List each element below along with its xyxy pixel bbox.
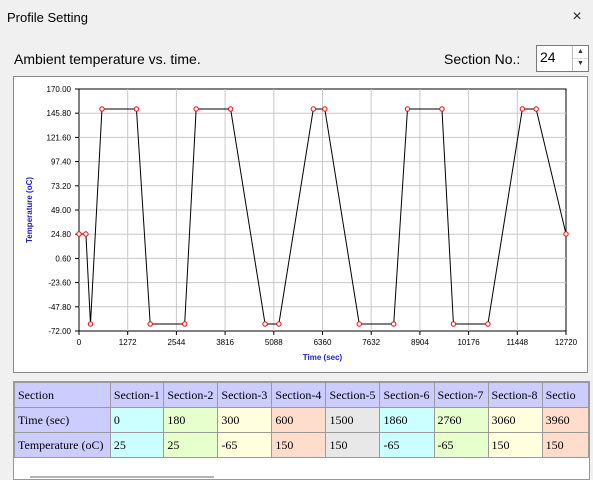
table-cell[interactable]: 150 xyxy=(487,432,543,458)
table-header-cell: Section-7 xyxy=(433,382,489,408)
data-point xyxy=(519,106,526,112)
table-cell[interactable]: -65 xyxy=(379,432,435,458)
data-point xyxy=(76,231,82,237)
section-number-label: Section No.: xyxy=(444,51,521,67)
spinner-arrows: ▲ ▼ xyxy=(572,46,588,71)
data-point xyxy=(310,106,317,112)
table-cell[interactable]: 25 xyxy=(109,432,165,458)
table-cell[interactable]: 1500 xyxy=(325,407,381,433)
data-point xyxy=(83,231,89,237)
table-cell[interactable]: 1860 xyxy=(379,407,435,433)
chart-panel: 0 1272 2544 3816 5088 6360 7632 8904 10176 11448 1… xyxy=(13,76,588,373)
y-tick-label: 145.80 xyxy=(47,109,72,118)
x-tick-label: 10176 xyxy=(457,338,480,347)
table-cell[interactable]: 300 xyxy=(217,407,273,433)
table-row: Time (sec) 0 180 300 600 1500 1860 2760 … xyxy=(14,407,589,433)
x-tick-label: 8904 xyxy=(411,338,429,347)
x-tick-label: 2544 xyxy=(168,338,186,347)
table-cell[interactable]: 2760 xyxy=(433,407,489,433)
section-table-container: Section Section-1 Section-2 Section-3 Se… xyxy=(13,381,590,480)
y-tick-label: -47.80 xyxy=(48,303,71,312)
data-point xyxy=(439,106,445,112)
data-point xyxy=(533,106,539,112)
table-cell[interactable]: 0 xyxy=(109,407,165,433)
data-point xyxy=(227,106,234,112)
y-tick-label: -23.60 xyxy=(48,279,71,288)
table-cell[interactable]: 150 xyxy=(325,432,381,458)
table-header-cell: Section-6 xyxy=(379,382,435,408)
x-tick-label: 7632 xyxy=(362,338,380,347)
table-header-row: Section Section-1 Section-2 Section-3 Se… xyxy=(14,382,589,408)
table-header-cell: Section-3 xyxy=(217,382,273,408)
window-title: Profile Setting xyxy=(7,10,88,25)
data-point xyxy=(87,321,94,327)
y-tick-label: 24.80 xyxy=(51,230,72,239)
data-point xyxy=(322,106,328,112)
data-point xyxy=(356,321,362,327)
y-axis-label: Temperature (oC) xyxy=(25,177,34,243)
y-tick-label: 121.60 xyxy=(47,133,72,142)
y-tick-label: 97.40 xyxy=(51,158,72,167)
table-header-cell: Section-1 xyxy=(109,382,165,408)
table-cell[interactable]: 150 xyxy=(271,432,327,458)
y-tick-label: 0.60 xyxy=(55,254,71,263)
table-header-cell: Section-8 xyxy=(487,382,543,408)
y-tick-label: 73.20 xyxy=(51,182,72,191)
series-line xyxy=(79,108,567,325)
x-tick-label: 6360 xyxy=(314,338,332,347)
x-tick-label: 12720 xyxy=(555,338,578,347)
table-header-cell: Section-5 xyxy=(325,382,381,408)
x-axis-label: Time (sec) xyxy=(303,353,343,362)
data-point xyxy=(147,321,153,327)
table-header-cell: Section-2 xyxy=(163,382,219,408)
close-icon[interactable]: × xyxy=(572,8,582,25)
data-point xyxy=(99,106,105,112)
data-point xyxy=(262,321,268,327)
horizontal-scrollbar[interactable] xyxy=(30,476,214,478)
table-cell[interactable]: 3060 xyxy=(487,407,543,433)
x-tick-label: 3816 xyxy=(216,338,234,347)
table-header-cell: Sectio xyxy=(541,382,589,408)
table-cell[interactable]: 25 xyxy=(163,432,219,458)
data-point xyxy=(563,231,569,237)
table-cell[interactable]: 150 xyxy=(541,432,589,458)
table-cell[interactable]: 180 xyxy=(163,407,219,433)
chart-caption: Ambient temperature vs. time. xyxy=(14,51,201,67)
spinner-down-icon[interactable]: ▼ xyxy=(577,60,584,67)
spinner-up-icon[interactable]: ▲ xyxy=(573,46,588,59)
x-tick-label: 1272 xyxy=(119,338,137,347)
temperature-chart: 0 1272 2544 3816 5088 6360 7632 8904 10176 11448 1… xyxy=(25,85,578,362)
title-bar: Profile Setting × xyxy=(0,0,593,34)
table-cell[interactable]: -65 xyxy=(433,432,489,458)
section-table: Section Section-1 Section-2 Section-3 Se… xyxy=(14,382,589,458)
data-point xyxy=(181,321,188,327)
data-point xyxy=(133,106,140,112)
table-header-cell: Section xyxy=(14,382,111,408)
y-tick-label: -72.00 xyxy=(48,327,71,336)
table-cell[interactable]: -65 xyxy=(217,432,273,458)
table-cell[interactable]: 600 xyxy=(271,407,327,433)
table-header-cell: Section-4 xyxy=(271,382,327,408)
data-point xyxy=(193,106,199,112)
data-point xyxy=(391,321,397,327)
table-cell[interactable]: 3960 xyxy=(541,407,589,433)
data-point xyxy=(276,321,282,327)
data-point xyxy=(485,321,491,327)
table-row: Temperature (oC) 25 25 -65 150 150 -65 -… xyxy=(14,432,589,458)
row-label: Temperature (oC) xyxy=(14,432,111,458)
section-number-value[interactable]: 24 xyxy=(540,49,556,65)
data-point xyxy=(404,106,411,112)
x-tick-label: 0 xyxy=(77,338,82,347)
y-tick-label: 170.00 xyxy=(47,85,72,94)
section-number-spinner[interactable]: 24 ▲ ▼ xyxy=(536,45,589,72)
data-point xyxy=(450,321,457,327)
y-tick-label: 49.00 xyxy=(51,206,72,215)
x-tick-label: 5088 xyxy=(265,338,283,347)
x-tick-label: 11448 xyxy=(506,338,528,347)
row-label: Time (sec) xyxy=(14,407,111,433)
